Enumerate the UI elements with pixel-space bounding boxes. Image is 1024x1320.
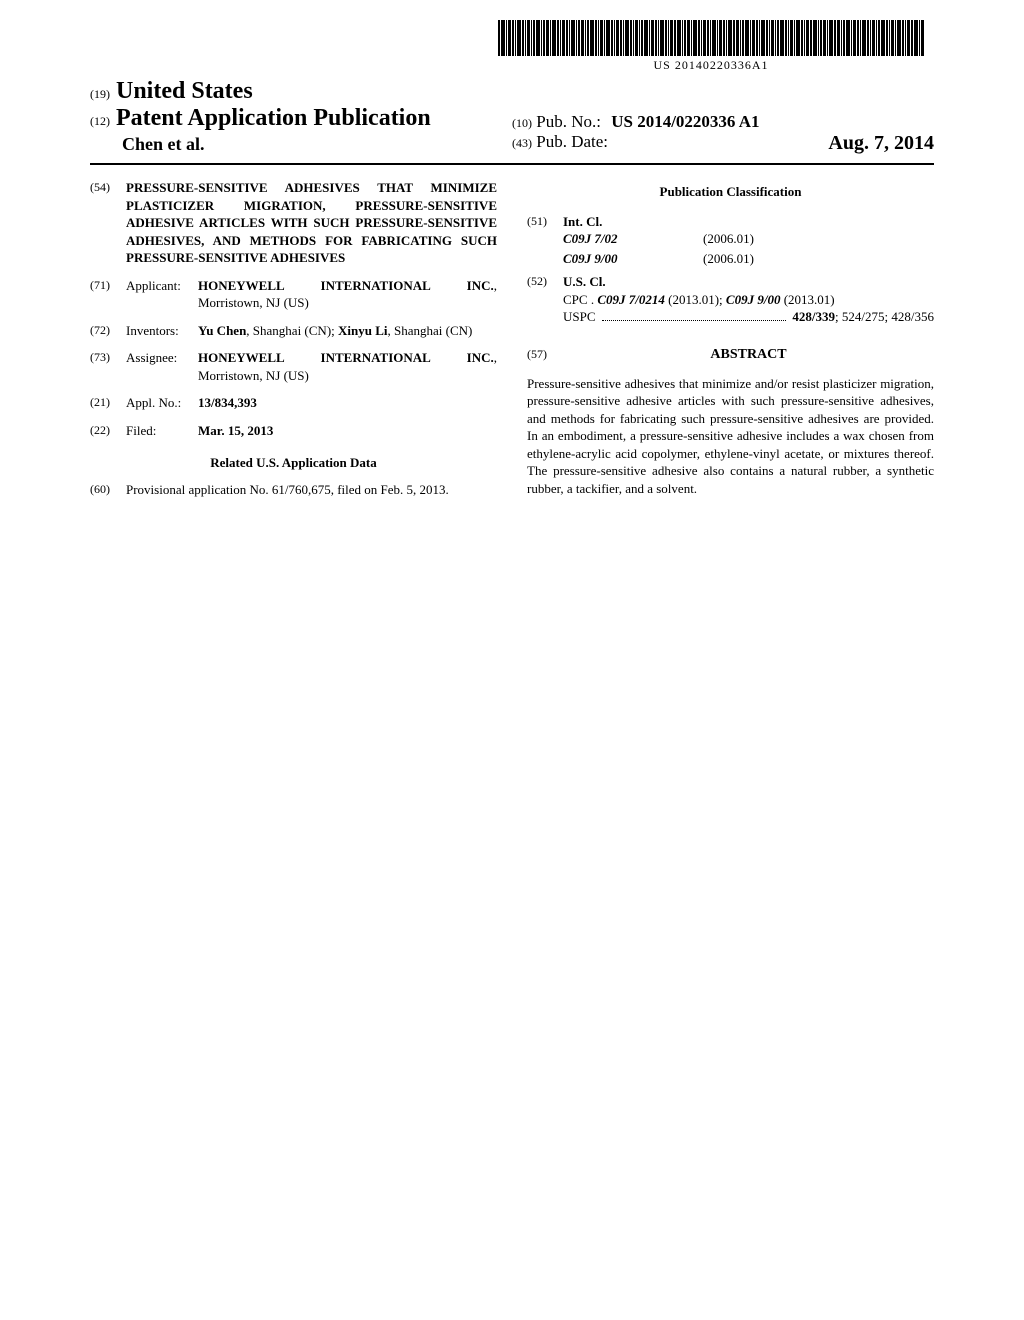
pubno-value: US 2014/0220336 A1 xyxy=(611,112,759,131)
assignee-label: Assignee: xyxy=(126,349,198,384)
intcl-field: (51) Int. Cl. C09J 7/02 (2006.01) C09J 9… xyxy=(527,213,934,270)
filed-field: (22) Filed: Mar. 15, 2013 xyxy=(90,422,497,440)
pub-type-line: (12) Patent Application Publication xyxy=(90,105,512,132)
applno-field: (21) Appl. No.: 13/834,393 xyxy=(90,394,497,412)
abstract-body: Pressure-sensitive adhesives that minimi… xyxy=(527,375,934,498)
title-field: (54) PRESSURE-SENSITIVE ADHESIVES THAT M… xyxy=(90,179,497,267)
uscl-label: U.S. Cl. xyxy=(563,273,934,291)
pub-type: Patent Application Publication xyxy=(116,105,431,131)
inventor2-name: Xinyu Li xyxy=(338,323,388,338)
header-left: (19) United States (12) Patent Applicati… xyxy=(90,78,512,155)
field-code-60: (60) xyxy=(90,481,126,499)
inventor2-loc: , Shanghai (CN) xyxy=(388,323,473,338)
pubno-line: (10) Pub. No.: US 2014/0220336 A1 xyxy=(512,112,934,132)
applicant-value: HONEYWELL INTERNATIONAL INC., Morristown… xyxy=(198,277,497,312)
intcl-block: Int. Cl. C09J 7/02 (2006.01) C09J 9/00 (… xyxy=(563,213,934,270)
cpc-line: CPC . C09J 7/0214 (2013.01); C09J 9/00 (… xyxy=(563,291,934,309)
date-label: Pub. Date: xyxy=(536,132,608,151)
intcl-label: Int. Cl. xyxy=(563,213,934,231)
cpc1-year: (2013.01); xyxy=(665,292,726,307)
abstract-heading: ABSTRACT xyxy=(563,346,934,365)
field-code-71: (71) xyxy=(90,277,126,312)
field-code-12: (12) xyxy=(90,114,110,128)
intcl-cls-0: C09J 7/02 xyxy=(563,230,663,248)
patent-front-page: US 20140220336A1 (19) United States (12)… xyxy=(0,0,1024,549)
barcode: US 20140220336A1 xyxy=(498,20,924,73)
country-line: (19) United States xyxy=(90,78,512,105)
filed-value: Mar. 15, 2013 xyxy=(198,422,497,440)
inventors-field: (72) Inventors: Yu Chen, Shanghai (CN); … xyxy=(90,322,497,340)
inventors-value: Yu Chen, Shanghai (CN); Xinyu Li, Shangh… xyxy=(198,322,497,340)
uspc-label: USPC xyxy=(563,308,596,326)
assignee-value: HONEYWELL INTERNATIONAL INC., Morristown… xyxy=(198,349,497,384)
date-line: (43) Pub. Date: Aug. 7, 2014 xyxy=(512,132,934,152)
filed-label: Filed: xyxy=(126,422,198,440)
field-code-73: (73) xyxy=(90,349,126,384)
intcl-year-1: (2006.01) xyxy=(703,250,754,268)
intcl-cls-1: C09J 9/00 xyxy=(563,250,663,268)
header-row: (19) United States (12) Patent Applicati… xyxy=(90,78,934,155)
cpc1: C09J 7/0214 xyxy=(597,292,665,307)
content-columns: (54) PRESSURE-SENSITIVE ADHESIVES THAT M… xyxy=(90,179,934,509)
uspc-dots xyxy=(602,319,787,321)
field-code-72: (72) xyxy=(90,322,126,340)
assignee-name: HONEYWELL INTERNATIONAL INC. xyxy=(198,350,494,365)
intcl-year-0: (2006.01) xyxy=(703,230,754,248)
abstract-header: (57) ABSTRACT xyxy=(527,346,934,365)
applicant-field: (71) Applicant: HONEYWELL INTERNATIONAL … xyxy=(90,277,497,312)
intcl-row-0: C09J 7/02 (2006.01) xyxy=(563,230,934,248)
field-code-51: (51) xyxy=(527,213,563,270)
invention-title: PRESSURE-SENSITIVE ADHESIVES THAT MINIMI… xyxy=(126,179,497,267)
pubno-label: Pub. No.: xyxy=(536,112,601,131)
field-code-19: (19) xyxy=(90,87,110,101)
cpc-prefix: CPC . xyxy=(563,292,594,307)
field-code-21: (21) xyxy=(90,394,126,412)
inventors-label: Inventors: xyxy=(126,322,198,340)
uspc-line: USPC 428/339; 524/275; 428/356 xyxy=(563,308,934,326)
assignee-field: (73) Assignee: HONEYWELL INTERNATIONAL I… xyxy=(90,349,497,384)
authors-line: Chen et al. xyxy=(122,134,512,155)
field-code-22: (22) xyxy=(90,422,126,440)
field-code-10: (10) xyxy=(512,116,532,130)
field-code-57: (57) xyxy=(527,346,563,362)
inventor1-loc: , Shanghai (CN); xyxy=(246,323,338,338)
separator-line xyxy=(90,163,934,165)
cpc2-year: (2013.01) xyxy=(780,292,834,307)
provisional-text: Provisional application No. 61/760,675, … xyxy=(126,481,497,499)
applno-value: 13/834,393 xyxy=(198,394,497,412)
field-code-52: (52) xyxy=(527,273,563,326)
intcl-row-1: C09J 9/00 (2006.01) xyxy=(563,250,934,268)
related-heading: Related U.S. Application Data xyxy=(90,454,497,472)
uspc-codes: 428/339; 524/275; 428/356 xyxy=(792,308,934,326)
country-name: United States xyxy=(116,78,253,104)
header-right: (10) Pub. No.: US 2014/0220336 A1 (43) P… xyxy=(512,112,934,155)
right-column: Publication Classification (51) Int. Cl.… xyxy=(527,179,934,509)
applno-label: Appl. No.: xyxy=(126,394,198,412)
cpc2: C09J 9/00 xyxy=(726,292,781,307)
barcode-number: US 20140220336A1 xyxy=(498,58,924,73)
applicant-name: HONEYWELL INTERNATIONAL INC. xyxy=(198,278,494,293)
date-value: Aug. 7, 2014 xyxy=(828,132,934,155)
classification-heading: Publication Classification xyxy=(527,183,934,201)
field-code-54: (54) xyxy=(90,179,126,267)
applicant-label: Applicant: xyxy=(126,277,198,312)
field-code-43: (43) xyxy=(512,136,532,150)
uscl-block: U.S. Cl. CPC . C09J 7/0214 (2013.01); C0… xyxy=(563,273,934,326)
barcode-block: US 20140220336A1 xyxy=(90,20,934,74)
inventor1-name: Yu Chen xyxy=(198,323,246,338)
provisional-field: (60) Provisional application No. 61/760,… xyxy=(90,481,497,499)
uscl-field: (52) U.S. Cl. CPC . C09J 7/0214 (2013.01… xyxy=(527,273,934,326)
left-column: (54) PRESSURE-SENSITIVE ADHESIVES THAT M… xyxy=(90,179,497,509)
